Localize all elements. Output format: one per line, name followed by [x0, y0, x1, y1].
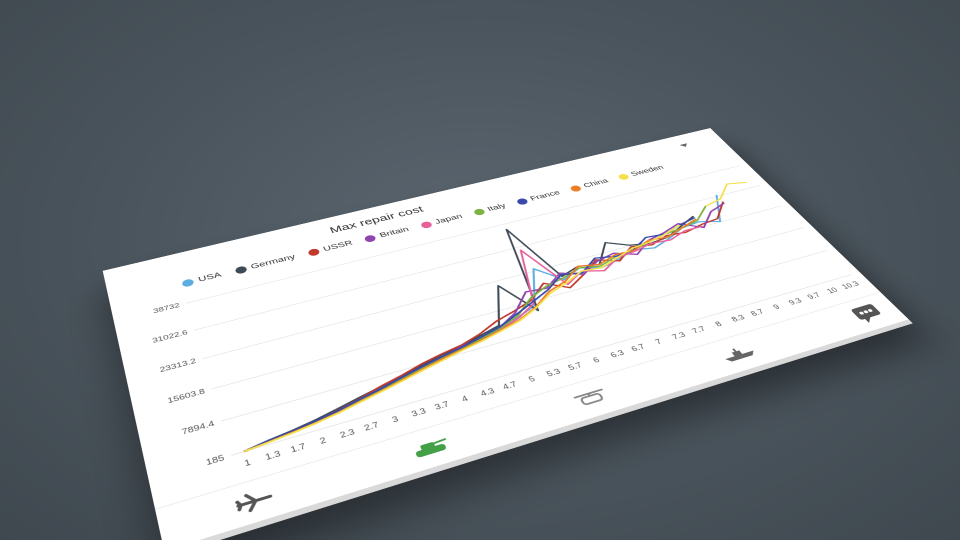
legend-label: Britain: [378, 225, 411, 240]
x-tick-label: 10.3: [840, 280, 861, 291]
legend-swatch: [616, 172, 631, 181]
legend-label: USA: [197, 270, 223, 284]
chat-icon: [850, 303, 882, 323]
x-tick-label: 7.7: [690, 325, 707, 336]
x-tick-label: 3: [390, 414, 399, 424]
x-tick-label: 7.3: [670, 330, 687, 341]
legend-swatch: [568, 184, 583, 193]
x-tick-label: 4.3: [479, 386, 497, 398]
x-tick-label: 8: [713, 320, 724, 328]
x-tick-label: 5.7: [566, 361, 584, 372]
helicopter-icon: [569, 386, 613, 411]
x-tick-label: 3.7: [433, 399, 451, 411]
x-tick-label: 6.3: [609, 348, 627, 359]
x-tick-label: 3.3: [410, 406, 428, 419]
chevron-down-icon[interactable]: [679, 143, 690, 148]
legend-item[interactable]: USSR: [306, 239, 355, 257]
legend-swatch: [233, 265, 248, 275]
legend-label: Sweden: [629, 164, 666, 178]
x-tick-label: 1: [243, 457, 252, 468]
x-tick-label: 8.7: [749, 307, 766, 317]
y-tick-label: 31022.6: [151, 328, 188, 344]
gridline: [186, 166, 740, 304]
legend-item[interactable]: USA: [181, 271, 222, 288]
x-tick-label: 2: [318, 435, 327, 446]
x-tick-label: 6.7: [629, 342, 647, 353]
line-chart: 185 7894.4 15603.8 23313.2 31022.6 38732 1 1.3 1…: [151, 159, 861, 468]
legend-label: Germany: [249, 253, 297, 271]
legend-label: China: [581, 177, 611, 190]
legend-item[interactable]: Britain: [363, 225, 411, 243]
x-tick-label: 9.3: [787, 296, 804, 306]
x-tick-label: 1.3: [264, 449, 282, 463]
tank-icon: [414, 434, 453, 459]
chat-button[interactable]: [849, 303, 887, 326]
x-tick-label: 1.7: [289, 441, 307, 454]
x-tick-label: 9: [771, 303, 782, 311]
legend-swatch: [306, 247, 321, 257]
legend-label: Japan: [433, 212, 464, 226]
legend-label: USSR: [322, 239, 355, 254]
x-tick-label: 8.3: [729, 313, 746, 323]
x-tick-label: 2.3: [338, 427, 356, 440]
legend-item[interactable]: Italy: [472, 202, 508, 216]
chart-card: Max repair cost USA Germany USSR Britain Jap…: [102, 128, 909, 540]
y-tick-label: 23313.2: [159, 357, 197, 374]
legend-item[interactable]: France: [515, 189, 562, 206]
legend-swatch: [472, 207, 486, 216]
y-tick-label: 15603.8: [167, 387, 206, 405]
legend-swatch: [419, 220, 433, 229]
airplane-icon: [233, 486, 276, 516]
ship-icon: [725, 342, 757, 363]
x-tick-label: 6: [591, 355, 601, 364]
y-tick-label: 7894.4: [181, 419, 216, 437]
x-tick-label: 9.7: [805, 291, 822, 301]
legend-item[interactable]: Sweden: [616, 164, 666, 181]
legend-item[interactable]: Japan: [419, 213, 464, 229]
legend-swatch: [181, 277, 195, 288]
legend-label: Italy: [485, 202, 508, 213]
legend-swatch: [363, 233, 378, 243]
y-tick-label: 38732: [152, 301, 180, 314]
legend-item[interactable]: China: [568, 177, 611, 193]
x-tick-label: 4: [460, 394, 470, 404]
x-tick-label: 5.3: [545, 367, 563, 379]
x-tick-label: 2.7: [363, 420, 381, 433]
x-tick-label: 10: [825, 286, 840, 295]
x-tick-label: 7: [653, 337, 663, 346]
y-tick-label: 185: [205, 453, 226, 468]
legend-swatch: [515, 197, 529, 206]
legend-label: France: [528, 189, 562, 203]
x-tick-label: 5: [527, 374, 537, 383]
x-tick-label: 4.7: [501, 380, 519, 392]
